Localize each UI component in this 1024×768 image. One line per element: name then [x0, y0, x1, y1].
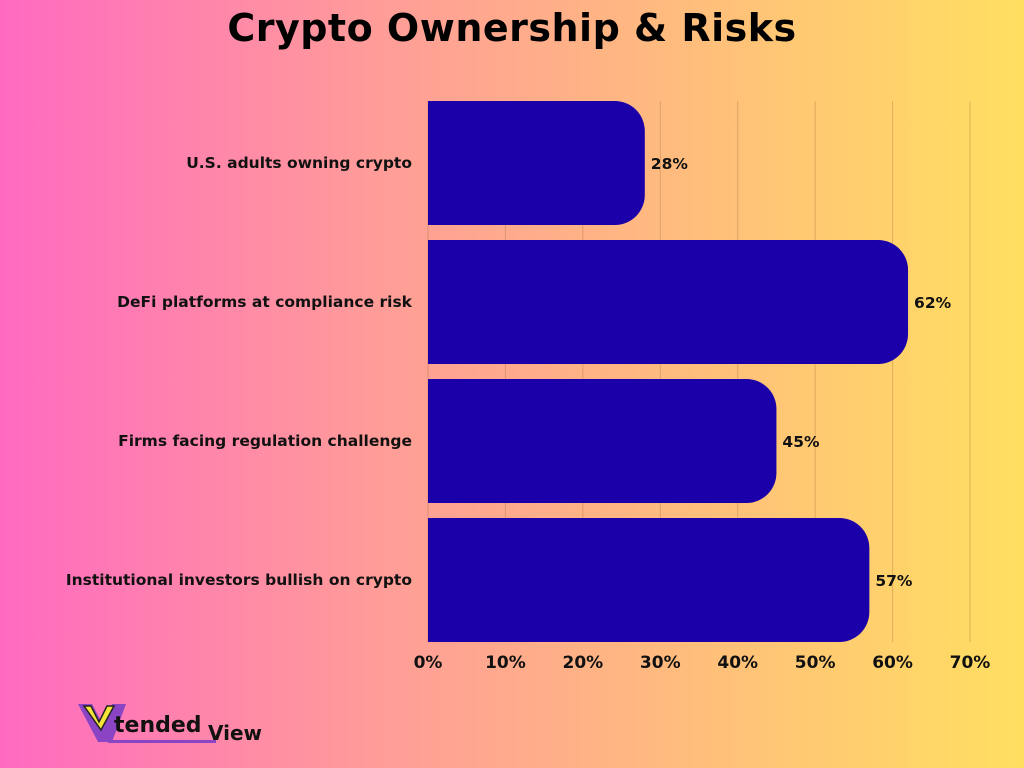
data-label: 57%	[875, 572, 913, 590]
x-tick-label: 60%	[872, 653, 913, 673]
x-tick-label: 0%	[414, 653, 443, 673]
bar	[428, 101, 645, 225]
category-label: Firms facing regulation challenge	[118, 432, 412, 450]
data-label: 62%	[914, 294, 952, 312]
x-tick-label: 30%	[640, 653, 681, 673]
bar	[428, 379, 777, 504]
svg-text:View: View	[208, 721, 262, 745]
chart-title: Crypto Ownership & Risks	[227, 6, 797, 50]
bar	[428, 240, 909, 364]
bar	[428, 518, 870, 642]
x-tick-label: 50%	[795, 653, 836, 673]
xtendedview-logo: tended View	[78, 704, 262, 745]
data-label: 45%	[782, 433, 820, 451]
category-label: U.S. adults owning crypto	[186, 154, 412, 172]
category-label: DeFi platforms at compliance risk	[117, 293, 413, 311]
x-tick-label: 70%	[950, 653, 991, 673]
x-tick-label: 20%	[563, 653, 604, 673]
x-tick-label: 10%	[485, 653, 526, 673]
x-tick-label: 40%	[717, 653, 758, 673]
category-label: Institutional investors bullish on crypt…	[66, 571, 412, 589]
data-label: 28%	[651, 155, 689, 173]
svg-text:tended: tended	[114, 713, 202, 738]
